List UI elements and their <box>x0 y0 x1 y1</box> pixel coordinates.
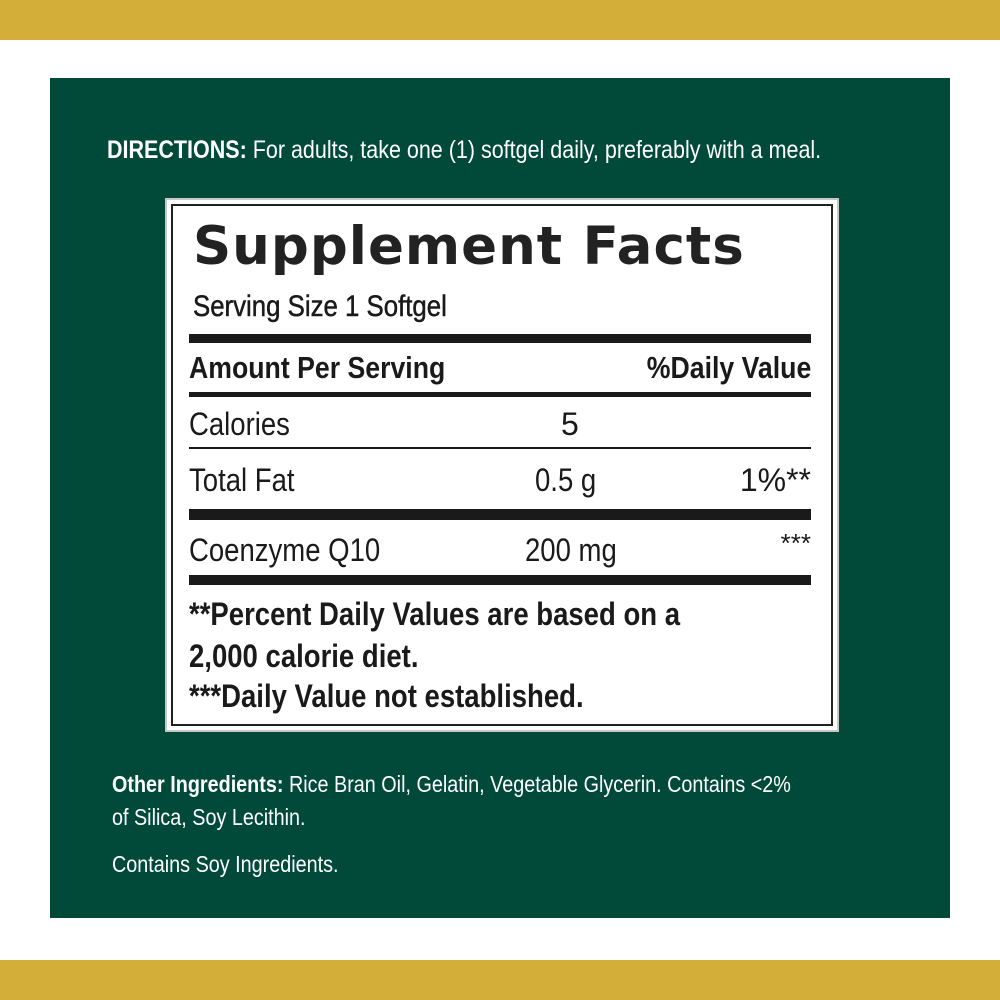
footnote-dv-not-established: ***Daily Value not established. <box>189 678 584 714</box>
row-coq10-dv: *** <box>780 528 811 558</box>
row-total-fat-amount: 0.5 g <box>535 462 597 498</box>
other-ingredients-text: Rice Bran Oil, Gelatin, Vegetable Glycer… <box>288 771 791 797</box>
header-daily-value: %Daily Value <box>646 350 811 385</box>
directions-text: For adults, take one (1) softgel daily, … <box>252 136 822 164</box>
supplement-facts-box: Supplement Facts Serving Size 1 Softgel … <box>165 198 839 732</box>
serving-size: Serving Size 1 Softgel <box>193 290 447 324</box>
row-coq10-amount: 200 mg <box>525 532 617 568</box>
thick-divider <box>189 334 811 343</box>
other-ingredients-text-2: of Silica, Soy Lecithin. <box>112 804 306 830</box>
divider <box>189 392 811 397</box>
thin-divider <box>189 447 811 449</box>
header-amount-per-serving: Amount Per Serving <box>189 350 446 385</box>
label-panel: DIRECTIONS: For adults, take one (1) sof… <box>50 78 950 918</box>
row-calories-name: Calories <box>189 406 290 442</box>
row-total-fat-name: Total Fat <box>189 462 295 498</box>
row-calories-amount: 5 <box>561 406 579 442</box>
other-ingredients-label: Other Ingredients: <box>112 771 284 797</box>
other-ingredients: Other Ingredients: Rice Bran Oil, Gelati… <box>112 768 942 881</box>
row-coq10-name: Coenzyme Q10 <box>189 532 381 568</box>
footnote-percent-dv: **Percent Daily Values are based on a <box>189 596 681 632</box>
top-gold-band <box>0 0 1000 40</box>
thick-divider <box>189 575 811 585</box>
row-total-fat-dv: 1%** <box>739 462 811 498</box>
footnote-calorie-diet: 2,000 calorie diet. <box>189 638 419 674</box>
facts-title: Supplement Facts <box>193 216 745 277</box>
soy-notice: Contains Soy Ingredients. <box>112 851 339 877</box>
directions-label: DIRECTIONS: <box>107 136 247 164</box>
thick-divider <box>189 509 811 520</box>
bottom-gold-band <box>0 960 1000 1000</box>
directions: DIRECTIONS: For adults, take one (1) sof… <box>107 136 937 165</box>
